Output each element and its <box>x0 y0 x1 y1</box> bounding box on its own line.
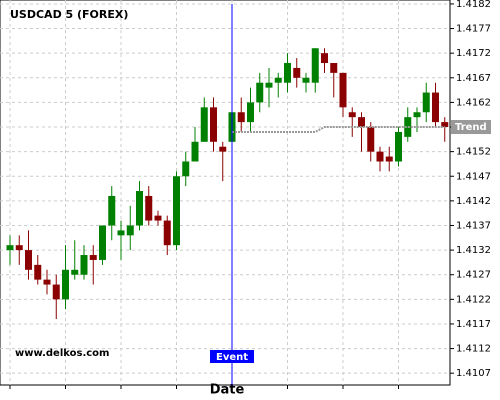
y-tick-label: 1.4172 <box>456 48 491 59</box>
candle-body <box>80 255 88 275</box>
candle-body <box>247 102 254 123</box>
candle-body <box>422 92 430 113</box>
y-tick-label: 1.4122 <box>456 294 491 305</box>
candle-body <box>25 250 32 270</box>
y-tick-label: 1.4167 <box>456 73 491 84</box>
candle-body <box>413 112 421 118</box>
candle-body <box>339 72 347 108</box>
candle-body <box>441 122 449 128</box>
candle-body <box>6 245 14 251</box>
y-tick-label: 1.4107 <box>456 368 491 379</box>
candle-body <box>256 82 264 103</box>
watermark: www.delkos.com <box>15 348 109 359</box>
event-label-box <box>210 350 254 363</box>
trend-line <box>232 126 445 133</box>
candle-body <box>284 63 291 83</box>
candle-body <box>200 107 208 142</box>
candle-body <box>237 112 245 123</box>
candle-body <box>108 195 116 226</box>
trend-label-box <box>451 120 491 135</box>
y-tick-label: 1.4142 <box>456 196 491 207</box>
y-tick-label: 1.4177 <box>456 24 491 35</box>
candle-body <box>52 284 60 300</box>
candle-body <box>385 156 393 162</box>
candle-body <box>358 117 365 128</box>
candle-body <box>182 161 190 177</box>
candle-body <box>191 141 199 162</box>
candle-body <box>43 279 51 285</box>
candle-body <box>311 48 319 83</box>
candle-body <box>330 63 338 73</box>
y-tick-label: 1.4132 <box>456 245 491 256</box>
candle-body <box>265 82 273 88</box>
candle-body <box>210 107 217 142</box>
candle-body <box>34 264 42 280</box>
candle-body <box>145 195 153 221</box>
candle-body <box>126 225 134 236</box>
event-label: Event <box>216 352 248 363</box>
candle-body <box>395 131 402 162</box>
y-tick-label: 1.4147 <box>456 171 491 182</box>
candle-body <box>89 255 97 260</box>
candle-body <box>136 191 143 226</box>
candle-body <box>367 127 375 152</box>
candle-body <box>274 77 282 83</box>
candle-body <box>71 269 79 275</box>
candle-body <box>62 269 69 300</box>
y-tick-label: 1.4162 <box>456 97 491 108</box>
candle-body <box>293 67 301 78</box>
candle-body <box>376 151 384 162</box>
trend-label: Trend <box>455 122 487 133</box>
candle-body <box>99 225 106 260</box>
candle-body <box>154 215 162 221</box>
x-axis-label: Date <box>210 383 245 398</box>
y-tick-label: 1.4117 <box>456 319 491 330</box>
y-tick-label: 1.4112 <box>456 344 491 355</box>
candle-body <box>173 176 180 246</box>
candle-body <box>163 220 171 246</box>
y-tick-label: 1.4127 <box>456 270 491 281</box>
candle-body <box>117 230 125 236</box>
chart-title: USDCAD 5 (FOREX) <box>10 8 128 21</box>
candle-body <box>348 112 356 118</box>
candle-body <box>321 53 328 64</box>
y-tick-label: 1.4152 <box>456 147 491 158</box>
plot-area <box>0 0 451 386</box>
y-tick-label: 1.4182 <box>456 0 491 10</box>
candle-body <box>432 92 439 123</box>
candle-body <box>302 77 310 83</box>
candle-body <box>404 117 412 137</box>
candle-body <box>219 146 227 152</box>
y-tick-label: 1.4137 <box>456 220 491 231</box>
candle-body <box>15 245 23 251</box>
